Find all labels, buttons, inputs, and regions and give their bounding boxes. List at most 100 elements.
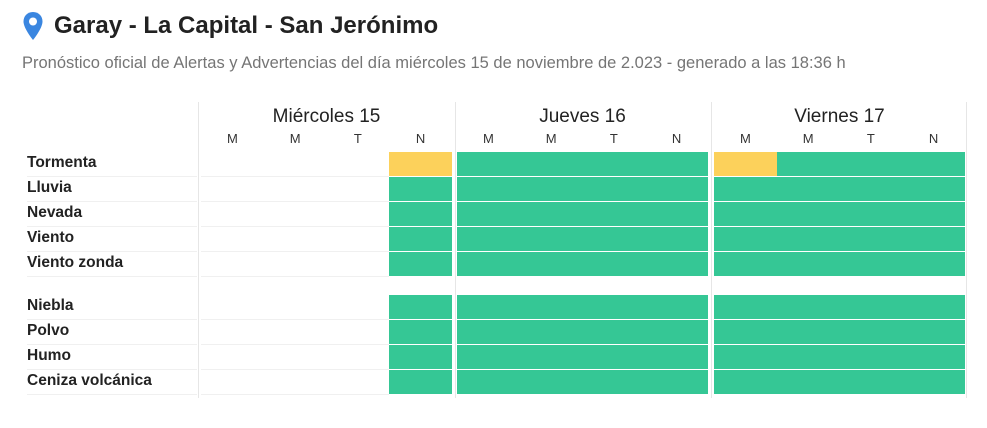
alert-cell[interactable] [840,177,902,201]
alert-cell[interactable] [645,370,708,394]
alert-cell[interactable] [902,177,965,201]
alert-cell[interactable] [457,177,520,201]
alert-cell[interactable] [457,295,520,319]
alert-cell[interactable] [264,152,327,177]
alert-cell[interactable] [520,227,583,251]
alert-cell[interactable] [645,152,708,176]
alert-cell[interactable] [645,252,708,276]
alert-cell[interactable] [327,345,389,370]
alert-cell[interactable] [457,152,520,176]
alert-cell[interactable] [520,345,583,369]
alert-cell[interactable] [645,345,708,369]
alert-cell[interactable] [583,295,645,319]
alert-cell[interactable] [902,227,965,251]
alert-cell[interactable] [201,295,264,320]
alert-cell[interactable] [327,295,389,320]
alert-cell[interactable] [389,227,452,251]
alert-cell[interactable] [389,320,452,344]
alert-cell[interactable] [389,295,452,319]
alert-cell[interactable] [840,295,902,319]
alert-cell[interactable] [389,202,452,226]
alert-cell[interactable] [777,252,840,276]
alert-cell[interactable] [777,152,840,176]
alert-cell[interactable] [645,177,708,201]
alert-cell[interactable] [520,370,583,394]
alert-cell[interactable] [457,252,520,276]
alert-cell[interactable] [583,320,645,344]
alert-cell[interactable] [264,227,327,252]
alert-cell[interactable] [264,345,327,370]
alert-cell[interactable] [327,320,389,345]
alert-cell[interactable] [777,295,840,319]
alert-cell[interactable] [389,345,452,369]
alert-cell[interactable] [840,345,902,369]
alert-cell[interactable] [327,152,389,177]
alert-cell[interactable] [201,370,264,395]
alert-cell[interactable] [457,202,520,226]
alert-cell[interactable] [389,177,452,201]
alert-cell[interactable] [714,345,777,369]
alert-cell[interactable] [902,202,965,226]
alert-cell[interactable] [201,320,264,345]
alert-cell[interactable] [201,202,264,227]
alert-cell[interactable] [714,370,777,394]
alert-cell[interactable] [902,152,965,176]
alert-cell[interactable] [777,345,840,369]
alert-cell[interactable] [840,370,902,394]
alert-cell[interactable] [645,227,708,251]
alert-cell[interactable] [840,202,902,226]
alert-cell[interactable] [327,370,389,395]
alert-cell[interactable] [714,177,777,201]
alert-cell[interactable] [264,177,327,202]
alert-cell[interactable] [583,202,645,226]
alert-cell[interactable] [583,345,645,369]
alert-cell[interactable] [645,295,708,319]
alert-cell[interactable] [714,202,777,226]
alert-cell[interactable] [714,152,777,176]
alert-cell[interactable] [902,320,965,344]
alert-cell[interactable] [645,202,708,226]
alert-cell[interactable] [457,227,520,251]
alert-cell[interactable] [777,177,840,201]
alert-cell[interactable] [714,320,777,344]
alert-cell[interactable] [840,252,902,276]
alert-cell[interactable] [645,320,708,344]
alert-cell[interactable] [777,202,840,226]
alert-cell[interactable] [327,177,389,202]
alert-cell[interactable] [583,370,645,394]
alert-cell[interactable] [389,370,452,394]
alert-cell[interactable] [389,152,452,176]
alert-cell[interactable] [840,227,902,251]
alert-cell[interactable] [201,227,264,252]
alert-cell[interactable] [201,177,264,202]
alert-cell[interactable] [902,370,965,394]
alert-cell[interactable] [902,295,965,319]
alert-cell[interactable] [777,370,840,394]
alert-cell[interactable] [840,152,902,176]
alert-cell[interactable] [520,152,583,176]
alert-cell[interactable] [457,320,520,344]
alert-cell[interactable] [264,252,327,277]
alert-cell[interactable] [264,295,327,320]
alert-cell[interactable] [264,202,327,227]
alert-cell[interactable] [327,227,389,252]
alert-cell[interactable] [583,227,645,251]
alert-cell[interactable] [714,227,777,251]
alert-cell[interactable] [327,202,389,227]
alert-cell[interactable] [583,177,645,201]
alert-cell[interactable] [264,320,327,345]
alert-cell[interactable] [520,295,583,319]
alert-cell[interactable] [902,345,965,369]
alert-cell[interactable] [583,152,645,176]
alert-cell[interactable] [389,252,452,276]
alert-cell[interactable] [201,252,264,277]
alert-cell[interactable] [520,177,583,201]
alert-cell[interactable] [327,252,389,277]
alert-cell[interactable] [201,345,264,370]
alert-cell[interactable] [201,152,264,177]
alert-cell[interactable] [583,252,645,276]
alert-cell[interactable] [457,345,520,369]
alert-cell[interactable] [777,227,840,251]
alert-cell[interactable] [840,320,902,344]
alert-cell[interactable] [520,252,583,276]
